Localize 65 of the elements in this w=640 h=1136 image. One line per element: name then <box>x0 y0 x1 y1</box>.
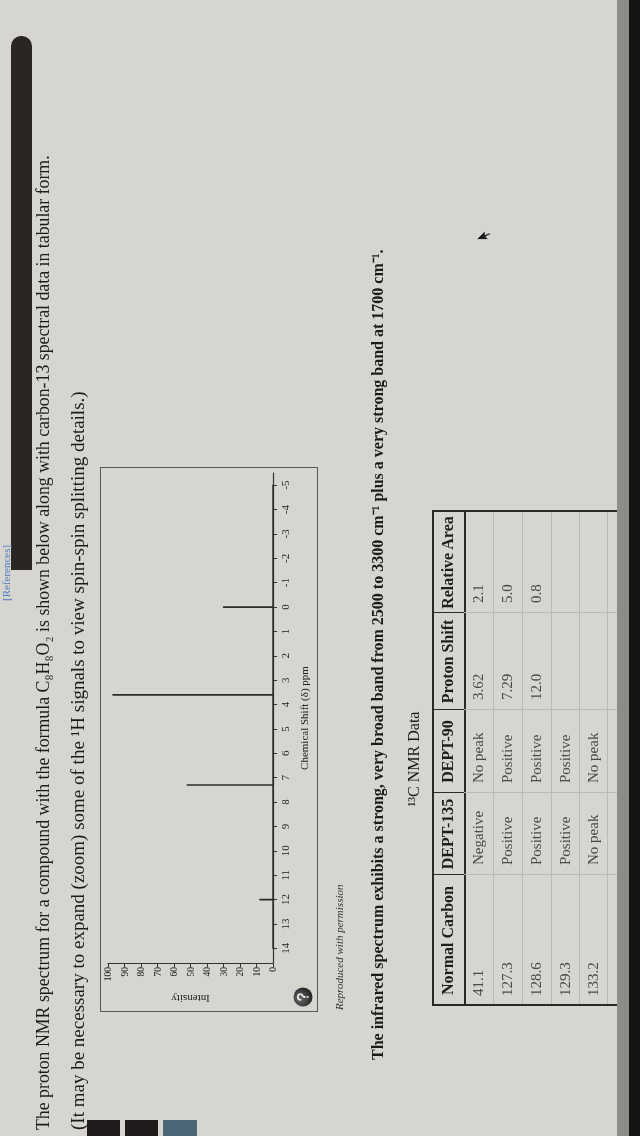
y-tick-label: 5 <box>278 725 291 732</box>
y-tick-label: -1 <box>278 578 291 588</box>
y-tick-label: -2 <box>278 553 291 563</box>
text: Relative Area <box>438 515 457 611</box>
x-axis-title: Intensity <box>170 992 210 1005</box>
y-tick-label: 0 <box>278 603 291 610</box>
y-tick-label: 3 <box>278 676 291 683</box>
text: 2.1 <box>469 584 487 603</box>
y-tick-label: 6 <box>278 750 291 757</box>
text: 0.8 <box>527 584 545 603</box>
text: 12.0 <box>527 673 545 700</box>
y-tick-label: 14 <box>278 942 291 954</box>
text: [References] <box>0 544 12 601</box>
text: DEPT-135 <box>438 797 457 872</box>
text: Positive <box>527 816 545 865</box>
text: 3.62 <box>469 673 487 700</box>
text: Reproduced with permission <box>332 884 346 1010</box>
x-tick-label: 60 <box>169 966 180 977</box>
text: 5.0 <box>498 584 516 603</box>
y-tick-label: 12 <box>278 894 291 906</box>
y-tick-label: -5 <box>278 480 291 490</box>
x-tick-label: 20 <box>235 966 246 977</box>
y-tick-label: 8 <box>278 798 291 805</box>
text: Positive <box>498 816 516 865</box>
y-axis-title: Chemical Shift (δ) ppm <box>297 665 311 770</box>
y-tick-label: 7 <box>278 774 291 781</box>
x-tick-label: 30 <box>218 966 229 977</box>
text: Proton Shift <box>438 618 457 706</box>
y-tick-label: 11 <box>278 869 291 881</box>
y-tick-label: -4 <box>278 504 291 515</box>
text: 7.29 <box>498 673 516 700</box>
y-tick-label: 10 <box>278 844 291 857</box>
text: 127.3 <box>498 962 516 996</box>
text: 41.1 <box>469 969 487 996</box>
text: DEPT-90 <box>438 719 457 785</box>
x-tick-label: 40 <box>202 966 213 977</box>
y-tick-label: 4 <box>278 701 291 708</box>
text: No peak <box>584 814 602 865</box>
x-tick-label: 70 <box>152 966 163 977</box>
text: The proton NMR spectrum for a compound with the formula C₈H₈O₂ is shown below along with carbon-13 spectral data in tabular form. <box>33 155 53 1130</box>
text: Negative <box>469 810 487 865</box>
text: 128.6 <box>527 962 545 996</box>
x-tick-label: 50 <box>185 966 196 977</box>
y-tick-label: 13 <box>278 917 291 930</box>
x-tick-label: 10 <box>251 966 262 977</box>
text: (It may be necessary to expand (zoom) some of the ¹H signals to view spin-spin splitting details.) <box>67 391 89 1130</box>
text: No peak <box>584 732 602 783</box>
y-tick-label: 9 <box>278 823 291 830</box>
y-tick-label: -3 <box>278 528 291 539</box>
text: 129.3 <box>556 962 574 996</box>
y-tick-label: 2 <box>278 653 291 659</box>
text: Positive <box>498 734 516 783</box>
y-tick-label: 1 <box>278 628 291 635</box>
text: Positive <box>527 734 545 783</box>
x-tick-label: 90 <box>119 966 130 977</box>
text: ¹³C NMR Data <box>405 710 423 809</box>
text: The infrared spectrum exhibits a strong, very broad band from 2500 to 3300 cm⁻¹ plus a very strong band at 1700 cm⁻¹. <box>368 249 387 1060</box>
x-tick-label: 80 <box>136 966 147 977</box>
text: Normal Carbon <box>438 885 457 997</box>
text: No peak <box>469 732 487 783</box>
text: Positive <box>556 734 574 783</box>
text: 133.2 <box>584 962 602 996</box>
text: Positive <box>556 816 574 865</box>
x-tick-label: 0 <box>268 966 279 972</box>
x-tick-label: 100 <box>103 966 113 982</box>
